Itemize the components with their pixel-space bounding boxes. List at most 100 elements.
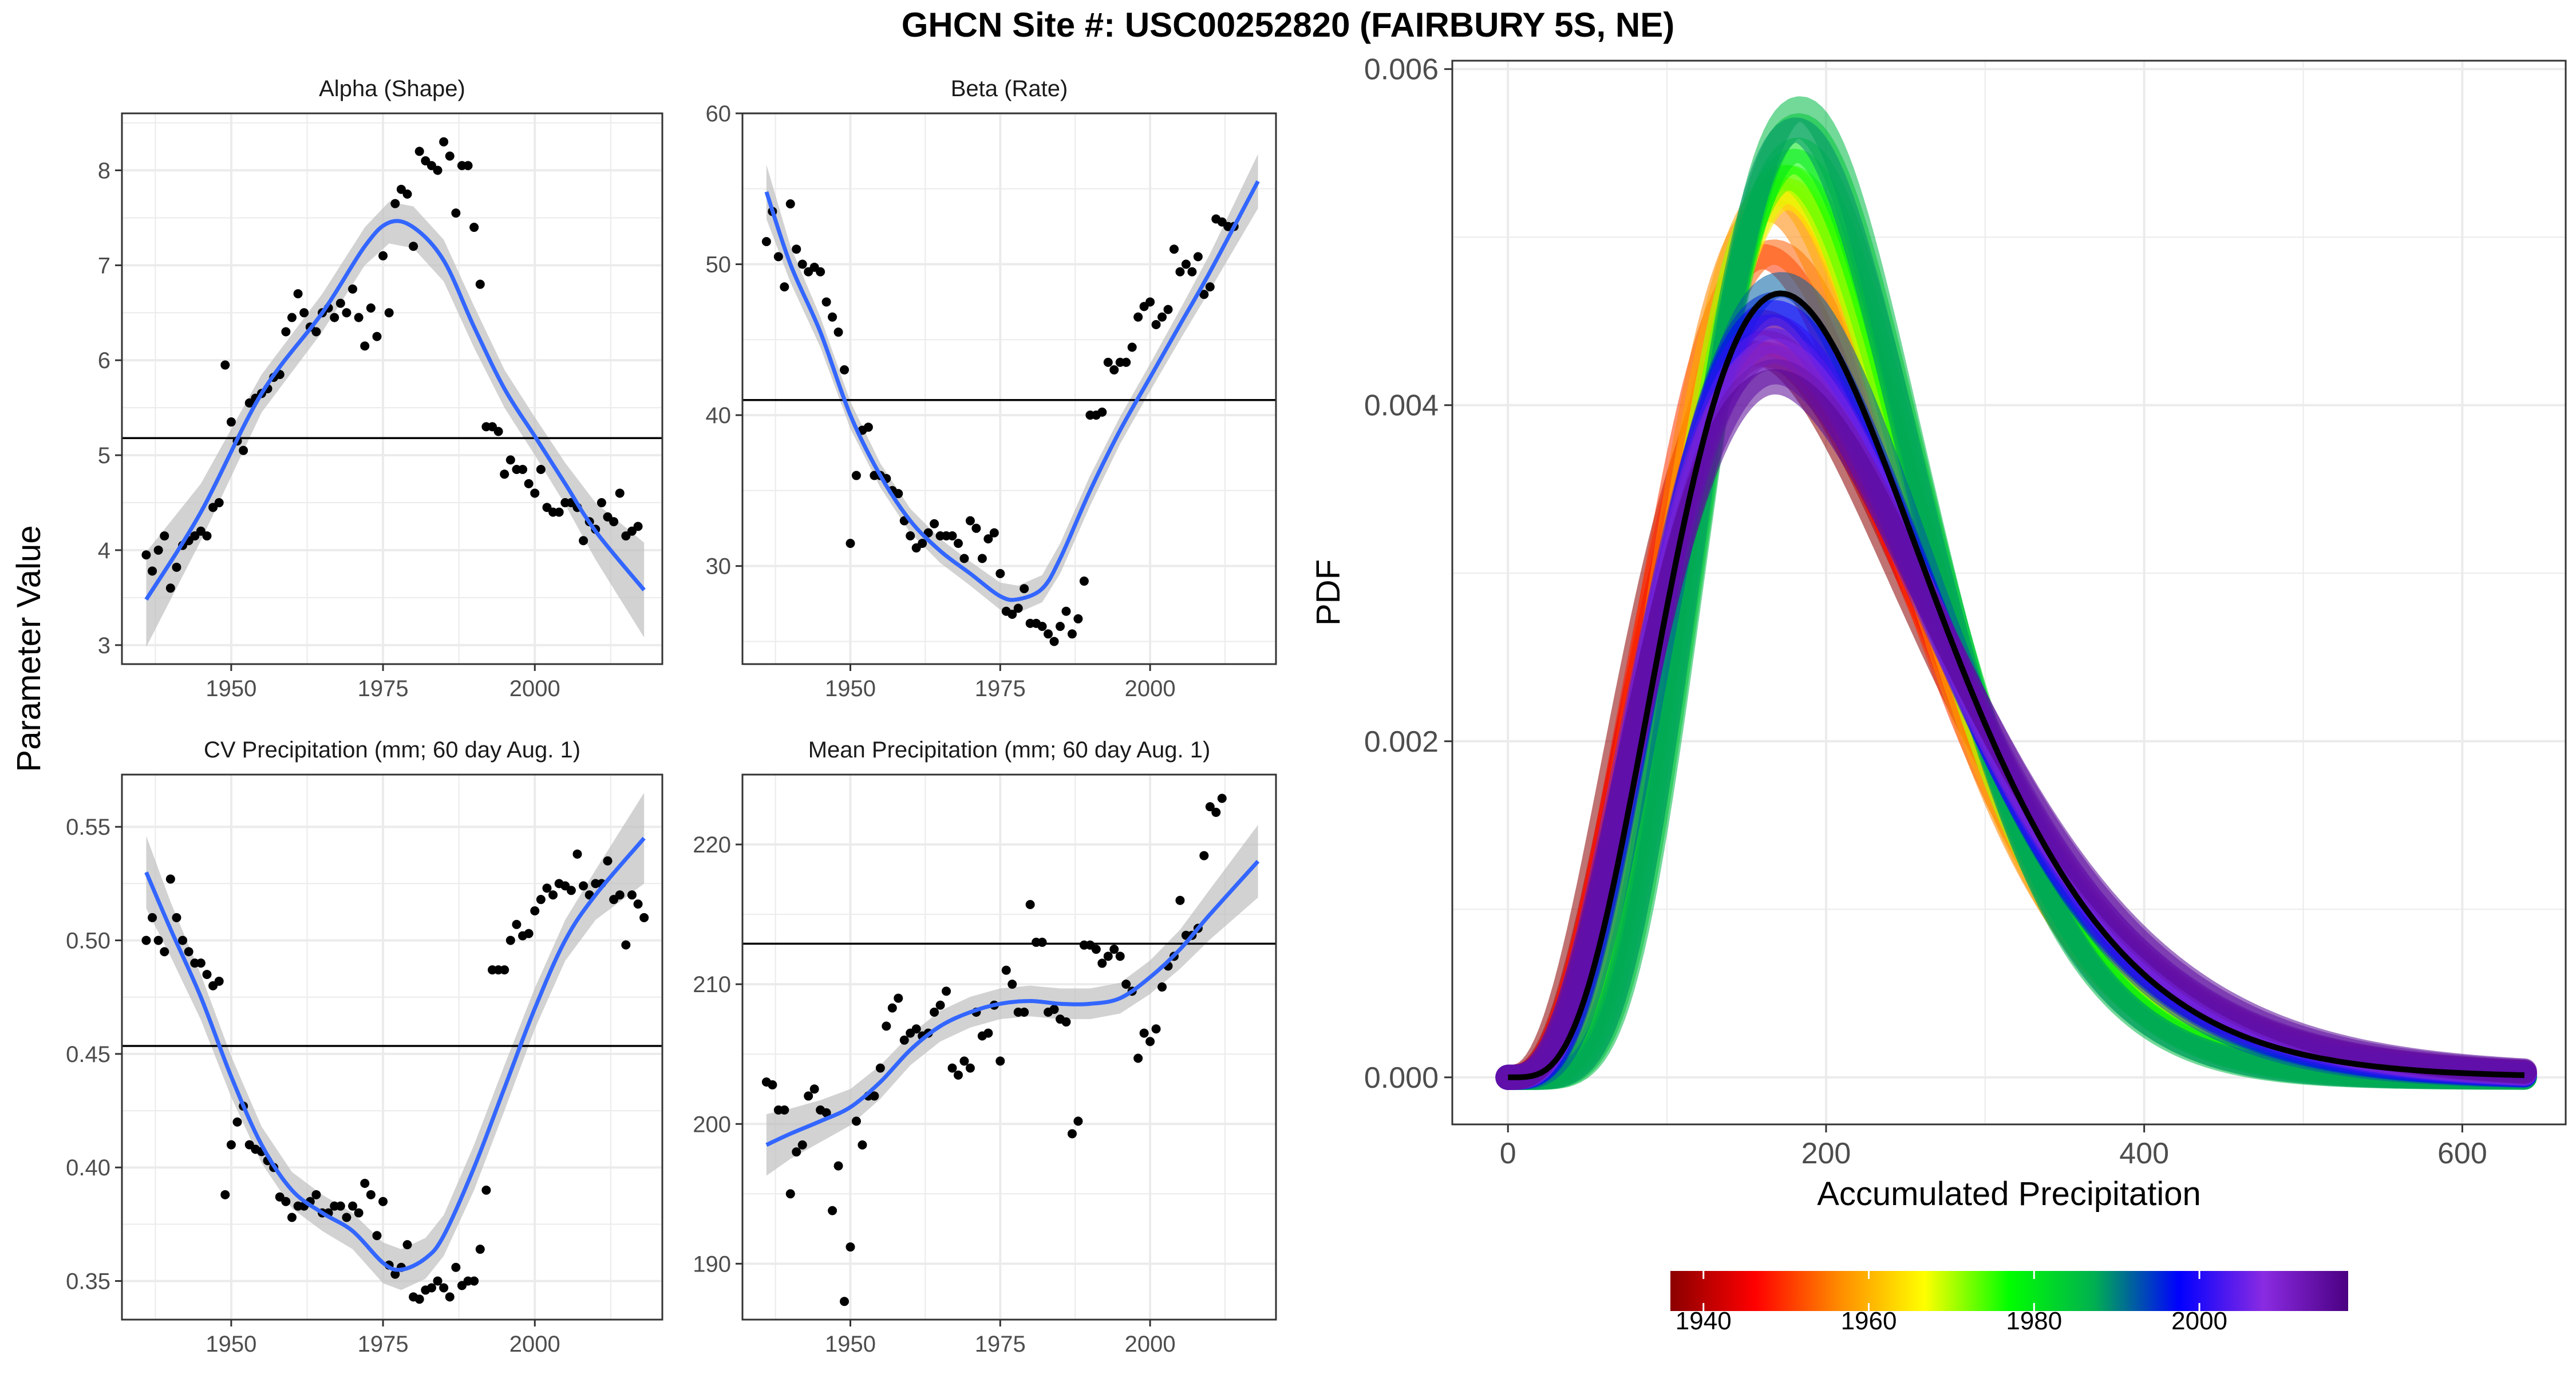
data-point xyxy=(1061,606,1071,616)
data-point xyxy=(1020,584,1029,594)
data-point xyxy=(1181,259,1191,269)
data-point xyxy=(390,1269,400,1279)
smooth-line xyxy=(144,219,646,601)
data-point xyxy=(281,327,291,337)
data-point xyxy=(1067,629,1077,639)
data-point xyxy=(851,471,861,480)
data-point xyxy=(792,244,801,254)
data-point xyxy=(530,906,540,915)
data-point xyxy=(330,313,339,322)
data-point xyxy=(923,528,933,538)
y-tick-label: 30 xyxy=(706,554,732,579)
y-tick-label: 7 xyxy=(98,253,110,278)
panel-border xyxy=(121,112,663,665)
data-point xyxy=(1037,622,1047,631)
x-tick-label: 1950 xyxy=(206,1332,256,1357)
y-tick-label: 8 xyxy=(98,159,110,184)
y-tick-label: 220 xyxy=(693,832,731,858)
data-point xyxy=(761,237,771,247)
data-point xyxy=(335,298,345,308)
panel-title: Mean Precipitation (mm; 60 day Aug. 1) xyxy=(808,737,1211,763)
data-point xyxy=(293,289,303,299)
data-point xyxy=(390,199,400,208)
data-point xyxy=(524,929,534,938)
data-point xyxy=(548,890,558,900)
data-point xyxy=(1079,577,1089,586)
data-point xyxy=(281,1197,291,1206)
data-point xyxy=(1008,980,1017,989)
data-point xyxy=(821,297,831,307)
data-point xyxy=(433,165,442,175)
panel-border xyxy=(1451,60,2567,1126)
x-tick-label: 200 xyxy=(1801,1137,1851,1170)
data-point xyxy=(633,899,643,909)
panel-title: Alpha (Shape) xyxy=(319,76,465,101)
data-point xyxy=(840,1297,850,1306)
y-tick-label: 210 xyxy=(693,972,731,997)
data-point xyxy=(202,531,212,541)
data-point xyxy=(858,1140,867,1150)
data-point xyxy=(354,1208,364,1218)
data-point xyxy=(160,531,169,541)
data-point xyxy=(1020,1007,1029,1017)
x-tick-label: 600 xyxy=(2437,1137,2487,1170)
data-point xyxy=(930,1007,939,1017)
data-point xyxy=(773,252,783,262)
data-point xyxy=(1139,1028,1149,1038)
data-point xyxy=(840,365,850,375)
data-point xyxy=(402,1240,412,1250)
data-point xyxy=(348,284,358,294)
data-point xyxy=(542,883,552,893)
panel-border xyxy=(121,773,663,1321)
colorbar-tick-label: 1980 xyxy=(2006,1307,2062,1335)
data-point xyxy=(1133,1053,1143,1063)
data-point xyxy=(627,890,637,900)
data-point xyxy=(930,519,939,528)
data-point xyxy=(1025,900,1035,910)
x-tick-label: 2000 xyxy=(1125,1332,1176,1357)
data-point xyxy=(1097,958,1107,968)
data-point xyxy=(959,1056,969,1066)
y-tick-label: 60 xyxy=(706,101,732,127)
data-point xyxy=(226,417,236,427)
data-point xyxy=(828,1206,837,1215)
data-point xyxy=(780,1105,789,1115)
data-point xyxy=(220,1190,230,1199)
data-point xyxy=(977,554,987,563)
data-point xyxy=(1109,945,1119,954)
y-tick-label: 4 xyxy=(98,538,110,563)
data-point xyxy=(1097,407,1107,417)
data-point xyxy=(384,308,394,318)
data-point xyxy=(148,913,157,922)
data-point xyxy=(172,562,181,572)
panel-border xyxy=(741,773,1277,1321)
panel-title: CV Precipitation (mm; 60 day Aug. 1) xyxy=(204,737,580,763)
data-point xyxy=(816,267,825,277)
data-point xyxy=(894,993,903,1003)
x-tick-label: 2000 xyxy=(509,676,560,701)
data-point xyxy=(899,1035,909,1045)
data-point xyxy=(1091,945,1101,954)
data-point xyxy=(875,1063,885,1073)
data-point xyxy=(348,1201,358,1211)
data-point xyxy=(1121,357,1131,367)
data-point xyxy=(445,1292,455,1302)
data-point xyxy=(311,1190,321,1199)
panel-2: 1950 1975 2000 30 40 50 60 Beta (Rate) xyxy=(706,76,1277,701)
data-point xyxy=(505,455,515,465)
data-point xyxy=(1001,965,1011,975)
data-point xyxy=(1205,802,1215,812)
y-tick-label: 0.35 xyxy=(66,1269,110,1294)
data-point xyxy=(165,583,175,593)
data-point xyxy=(596,498,606,508)
data-point xyxy=(1109,365,1119,375)
mean-pdf-curve xyxy=(1508,290,2524,1080)
y-tick-label: 3 xyxy=(98,633,110,658)
y-axis-label: PDF xyxy=(1310,559,1347,626)
data-point xyxy=(451,1262,461,1272)
data-point xyxy=(851,1116,861,1126)
data-point xyxy=(797,259,807,269)
data-point xyxy=(566,886,576,895)
